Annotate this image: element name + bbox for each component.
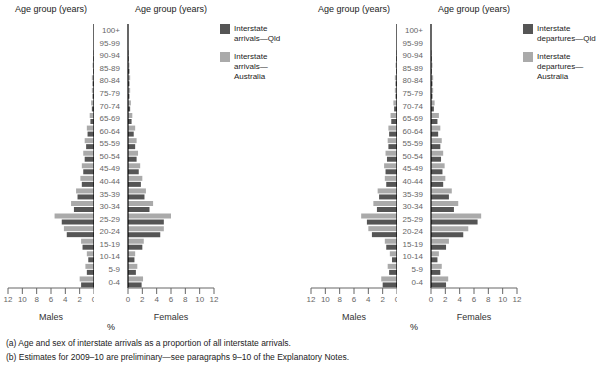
svg-text:55-59: 55-59 bbox=[100, 139, 121, 148]
svg-text:100+: 100+ bbox=[102, 26, 120, 35]
svg-text:35-39: 35-39 bbox=[100, 190, 121, 199]
html-text:Age group (years): Age group (years) bbox=[135, 4, 207, 14]
svg-text:50-54: 50-54 bbox=[403, 152, 424, 161]
svg-text:Males: Males bbox=[342, 312, 367, 320]
svg-text:10: 10 bbox=[498, 295, 507, 304]
svg-text:70-74: 70-74 bbox=[100, 102, 121, 111]
svg-text:12: 12 bbox=[8, 295, 13, 304]
svg-text:Females: Females bbox=[457, 312, 492, 320]
html-text:(a) Age and sex of interstate: (a) Age and sex of interstate arrivals a… bbox=[6, 338, 291, 348]
svg-text:50-54: 50-54 bbox=[100, 152, 121, 161]
svg-text:55-59: 55-59 bbox=[403, 139, 424, 148]
svg-text:85-89: 85-89 bbox=[403, 64, 424, 73]
svg-text:20-24: 20-24 bbox=[403, 227, 424, 236]
svg-text:15-19: 15-19 bbox=[100, 240, 121, 249]
svg-text:2: 2 bbox=[77, 295, 82, 304]
svg-text:100+: 100+ bbox=[405, 26, 423, 35]
svg-text:65-69: 65-69 bbox=[403, 114, 424, 123]
svg-text:30-34: 30-34 bbox=[403, 202, 424, 211]
svg-text:8: 8 bbox=[183, 295, 188, 304]
svg-text:12: 12 bbox=[513, 295, 522, 304]
svg-text:45-49: 45-49 bbox=[403, 164, 424, 173]
svg-text:95-99: 95-99 bbox=[403, 39, 424, 48]
html-text:Interstate departures— Austral: Interstate departures— Australia bbox=[537, 52, 584, 81]
svg-text:85-89: 85-89 bbox=[100, 64, 121, 73]
svg-text:2: 2 bbox=[443, 295, 448, 304]
svg-text:10: 10 bbox=[321, 295, 330, 304]
svg-text:8: 8 bbox=[486, 295, 491, 304]
svg-text:0-4: 0-4 bbox=[108, 278, 120, 287]
svg-text:35-39: 35-39 bbox=[403, 190, 424, 199]
svg-text:4: 4 bbox=[457, 295, 462, 304]
svg-text:90-94: 90-94 bbox=[403, 51, 424, 60]
svg-text:0: 0 bbox=[92, 295, 94, 304]
svg-text:12: 12 bbox=[307, 295, 316, 304]
svg-text:2: 2 bbox=[140, 295, 145, 304]
svg-text:25-29: 25-29 bbox=[403, 215, 424, 224]
html-text:Interstate arrivals—Qld: Interstate arrivals—Qld bbox=[234, 24, 281, 43]
svg-text:0: 0 bbox=[395, 295, 397, 304]
svg-text:65-69: 65-69 bbox=[100, 114, 121, 123]
html-text:Interstate departures—Qld: Interstate departures—Qld bbox=[537, 24, 596, 43]
svg-text:6: 6 bbox=[472, 295, 477, 304]
svg-text:6: 6 bbox=[352, 295, 357, 304]
svg-text:5-9: 5-9 bbox=[108, 265, 120, 274]
svg-text:4: 4 bbox=[154, 295, 159, 304]
svg-text:60-64: 60-64 bbox=[100, 127, 121, 136]
svg-text:30-34: 30-34 bbox=[100, 202, 121, 211]
svg-text:80-84: 80-84 bbox=[100, 76, 121, 85]
svg-text:70-74: 70-74 bbox=[403, 102, 424, 111]
html-text:Age group (years): Age group (years) bbox=[318, 4, 390, 14]
svg-text:10-14: 10-14 bbox=[100, 252, 121, 261]
html-text:Age group (years): Age group (years) bbox=[438, 4, 510, 14]
svg-text:80-84: 80-84 bbox=[403, 76, 424, 85]
svg-text:10-14: 10-14 bbox=[403, 252, 424, 261]
svg-text:4: 4 bbox=[63, 295, 68, 304]
svg-text:75-79: 75-79 bbox=[100, 89, 121, 98]
svg-text:12: 12 bbox=[210, 295, 219, 304]
svg-text:0: 0 bbox=[429, 295, 434, 304]
svg-text:95-99: 95-99 bbox=[100, 39, 121, 48]
svg-text:60-64: 60-64 bbox=[403, 127, 424, 136]
svg-text:0: 0 bbox=[126, 295, 131, 304]
svg-text:15-19: 15-19 bbox=[403, 240, 424, 249]
svg-text:90-94: 90-94 bbox=[100, 51, 121, 60]
svg-text:4: 4 bbox=[366, 295, 371, 304]
svg-text:25-29: 25-29 bbox=[100, 215, 121, 224]
html-text:Interstate arrivals— Australia: Interstate arrivals— Australia bbox=[234, 52, 268, 81]
svg-text:75-79: 75-79 bbox=[403, 89, 424, 98]
svg-text:Males: Males bbox=[39, 312, 64, 320]
html-text:(b) Estimates for 2009–10 are: (b) Estimates for 2009–10 are preliminar… bbox=[6, 352, 349, 362]
html-text:Age group (years): Age group (years) bbox=[15, 4, 87, 14]
svg-text:6: 6 bbox=[49, 295, 54, 304]
svg-text:5-9: 5-9 bbox=[411, 265, 423, 274]
svg-text:45-49: 45-49 bbox=[100, 164, 121, 173]
svg-text:40-44: 40-44 bbox=[100, 177, 121, 186]
svg-text:8: 8 bbox=[337, 295, 342, 304]
svg-text:2: 2 bbox=[380, 295, 385, 304]
svg-text:20-24: 20-24 bbox=[100, 227, 121, 236]
svg-text:Females: Females bbox=[154, 312, 189, 320]
svg-text:0-4: 0-4 bbox=[411, 278, 423, 287]
svg-text:6: 6 bbox=[169, 295, 174, 304]
svg-text:40-44: 40-44 bbox=[403, 177, 424, 186]
svg-text:10: 10 bbox=[195, 295, 204, 304]
svg-text:8: 8 bbox=[34, 295, 39, 304]
svg-text:10: 10 bbox=[18, 295, 27, 304]
